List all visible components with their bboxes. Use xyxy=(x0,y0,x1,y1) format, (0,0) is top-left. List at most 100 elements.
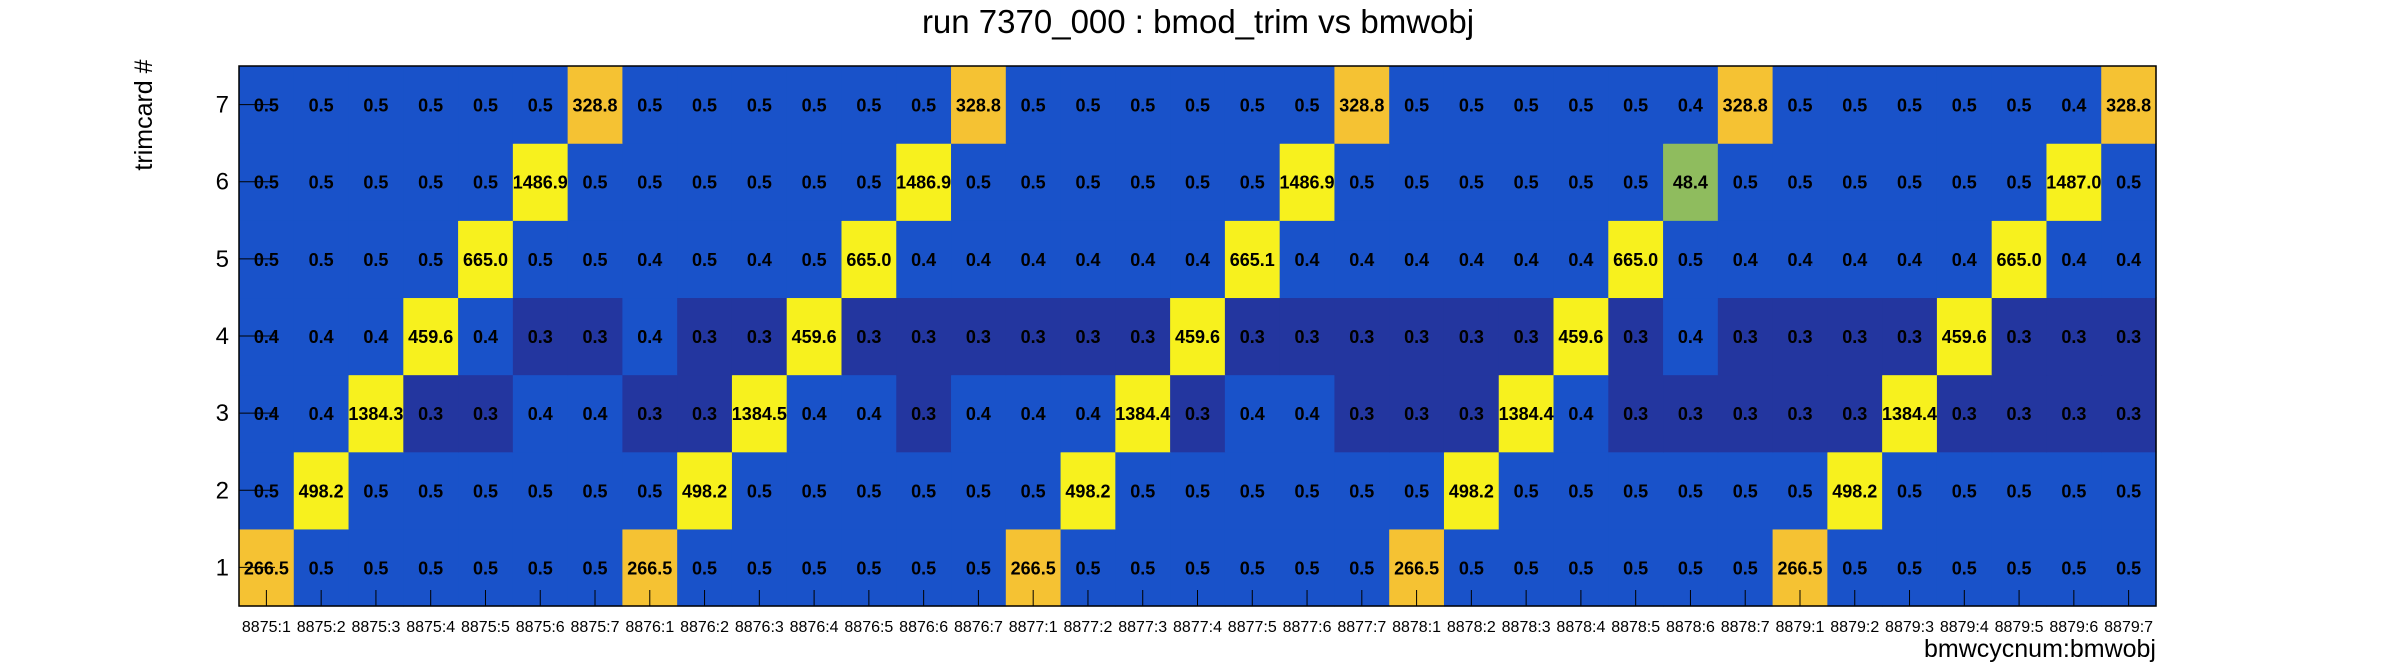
heatmap-cell-label: 0.5 xyxy=(528,96,553,116)
heatmap-cell-label: 0.4 xyxy=(856,404,881,424)
heatmap-cell-label: 0.5 xyxy=(254,96,279,116)
heatmap-cell-label: 0.3 xyxy=(1240,327,1265,347)
heatmap-cell xyxy=(1060,66,1116,144)
chart-title: run 7370_000 : bmod_trim vs bmwobj xyxy=(922,3,1474,40)
heatmap-cell-label: 0.4 xyxy=(966,250,991,270)
heatmap-cell-label: 0.3 xyxy=(1787,327,1812,347)
heatmap-cell-label: 0.5 xyxy=(1842,96,1867,116)
heatmap-cell xyxy=(348,374,404,453)
heatmap-cell-label: 0.5 xyxy=(747,173,772,193)
heatmap-cell xyxy=(1991,220,2048,299)
heatmap-cell xyxy=(1717,297,1774,376)
heatmap-cell-label: 0.5 xyxy=(692,250,717,270)
heatmap-cell xyxy=(1936,220,1993,299)
heatmap-cell xyxy=(1334,143,1390,221)
heatmap-cell xyxy=(1772,374,1828,453)
heatmap-cell-label: 0.5 xyxy=(1295,558,1320,578)
heatmap-cell-label: 0.5 xyxy=(2061,481,2086,501)
x-axis-title: bmwcycnum:bmwobj xyxy=(1924,635,2156,663)
heatmap-cell-label: 665.0 xyxy=(463,250,508,270)
heatmap-cell xyxy=(677,66,733,144)
heatmap-cell xyxy=(458,220,514,299)
heatmap-cell-label: 498.2 xyxy=(299,481,344,501)
heatmap-cell xyxy=(1882,143,1938,221)
heatmap-cell-label: 0.5 xyxy=(1130,96,1155,116)
heatmap-cell-label: 0.5 xyxy=(528,558,553,578)
x-tick-label: 8879:2 xyxy=(1830,619,1879,636)
heatmap-cell-label: 266.5 xyxy=(1011,558,1056,578)
heatmap-cell xyxy=(896,66,952,144)
x-tick-label: 8878:1 xyxy=(1392,619,1441,636)
x-tick-label: 8875:6 xyxy=(516,619,565,636)
heatmap-cell-label: 0.5 xyxy=(473,481,498,501)
heatmap-cell-label: 0.5 xyxy=(1075,558,1100,578)
heatmap-cell xyxy=(293,66,350,144)
heatmap-cell-label: 0.4 xyxy=(1568,250,1593,270)
heatmap-cell xyxy=(1608,374,1664,453)
heatmap-cell-label: 459.6 xyxy=(792,327,837,347)
heatmap-cell xyxy=(841,374,897,453)
heatmap-cell-label: 498.2 xyxy=(1449,481,1494,501)
heatmap-cell-label: 0.3 xyxy=(1952,404,1977,424)
heatmap-cell-label: 0.4 xyxy=(1295,250,1320,270)
heatmap-cell xyxy=(1334,451,1390,530)
heatmap-cell xyxy=(1991,297,2048,376)
heatmap-cell xyxy=(677,451,733,530)
heatmap-cell-label: 0.3 xyxy=(1404,327,1429,347)
heatmap-cell-label: 498.2 xyxy=(1832,481,1877,501)
heatmap-cell xyxy=(1060,451,1116,530)
heatmap-cell-label: 0.5 xyxy=(2007,481,2032,501)
heatmap-cell xyxy=(1279,143,1336,221)
heatmap-cell-label: 0.5 xyxy=(1240,96,1265,116)
heatmap-cell xyxy=(1772,66,1828,144)
heatmap-cell xyxy=(1663,143,1719,221)
heatmap-cell-label: 0.5 xyxy=(692,173,717,193)
heatmap-cell-label: 0.3 xyxy=(1897,327,1922,347)
heatmap-cell-label: 0.5 xyxy=(1787,96,1812,116)
heatmap-cell-label: 0.4 xyxy=(1952,250,1977,270)
heatmap-cell-label: 665.1 xyxy=(1230,250,1275,270)
heatmap-cell-label: 0.5 xyxy=(911,96,936,116)
heatmap-cell-label: 0.3 xyxy=(966,327,991,347)
heatmap-cell-label: 0.4 xyxy=(1459,250,1484,270)
heatmap-cell-label: 0.5 xyxy=(2061,558,2086,578)
x-tick-label: 8878:4 xyxy=(1556,619,1605,636)
heatmap-cell xyxy=(1663,451,1719,530)
heatmap-cell-label: 0.3 xyxy=(1842,327,1867,347)
heatmap-cell-label: 0.5 xyxy=(1459,558,1484,578)
heatmap-cell xyxy=(348,66,404,144)
heatmap-cell-label: 0.5 xyxy=(1404,173,1429,193)
heatmap-cell xyxy=(348,451,404,530)
heatmap-cell-label: 0.4 xyxy=(747,250,772,270)
heatmap-cell-label: 0.5 xyxy=(582,558,607,578)
heatmap-cell xyxy=(1498,220,1555,299)
heatmap-cell xyxy=(1717,451,1774,530)
heatmap-cell xyxy=(1498,143,1555,221)
heatmap-cell xyxy=(1717,143,1774,221)
heatmap-cell-label: 0.5 xyxy=(1349,481,1374,501)
heatmap-cell-label: 0.4 xyxy=(2061,250,2086,270)
heatmap-cell xyxy=(1882,66,1938,144)
heatmap-cell xyxy=(1389,220,1445,299)
heatmap-cell xyxy=(731,451,788,530)
heatmap-cell xyxy=(1279,220,1336,299)
heatmap-cell-label: 0.3 xyxy=(1678,404,1703,424)
heatmap-cell-label: 0.4 xyxy=(1240,404,1265,424)
heatmap-cell-label: 0.5 xyxy=(1678,481,1703,501)
heatmap-cell-label: 0.5 xyxy=(802,558,827,578)
heatmap-cell-label: 0.5 xyxy=(1897,558,1922,578)
heatmap-cell-label: 0.4 xyxy=(1897,250,1922,270)
heatmap-cell xyxy=(1060,297,1116,376)
heatmap-cell-label: 0.5 xyxy=(309,173,334,193)
heatmap-cell xyxy=(293,220,350,299)
heatmap-cell xyxy=(1608,143,1664,221)
heatmap-cell-label: 0.5 xyxy=(254,481,279,501)
heatmap-cell-label: 0.3 xyxy=(1787,404,1812,424)
heatmap-cell-label: 0.4 xyxy=(911,250,936,270)
heatmap-cell xyxy=(1389,297,1445,376)
heatmap-cell-label: 0.5 xyxy=(363,250,388,270)
heatmap-cell xyxy=(512,451,569,530)
heatmap-cell xyxy=(1608,297,1664,376)
heatmap-cell xyxy=(731,374,788,453)
heatmap-cell xyxy=(1115,451,1171,530)
